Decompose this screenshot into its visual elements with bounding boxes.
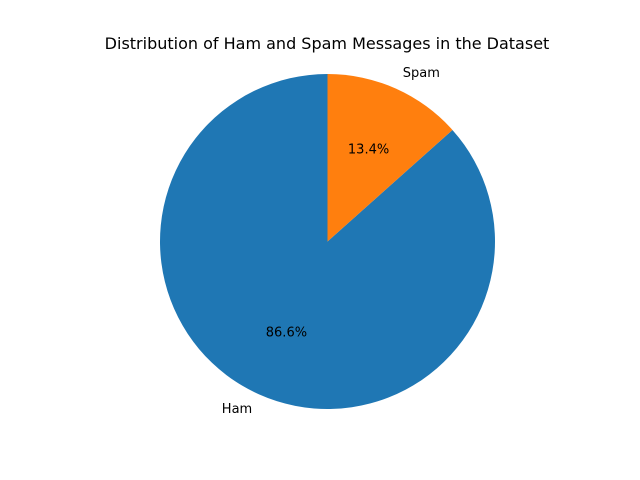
- pie-slice-ham: [160, 74, 495, 409]
- pie-percent-spam: 13.4%: [348, 142, 389, 157]
- pie-slices: [160, 74, 495, 409]
- pie-percent-ham: 86.6%: [266, 326, 307, 341]
- chart-title: Distribution of Ham and Spam Messages in…: [105, 34, 550, 53]
- pie-label-spam: Spam: [403, 66, 440, 81]
- pie-slice-spam: [327, 74, 453, 242]
- pie-label-ham: Ham: [222, 402, 252, 417]
- pie-labels: Ham 86.6% Spam 13.4%: [222, 66, 440, 417]
